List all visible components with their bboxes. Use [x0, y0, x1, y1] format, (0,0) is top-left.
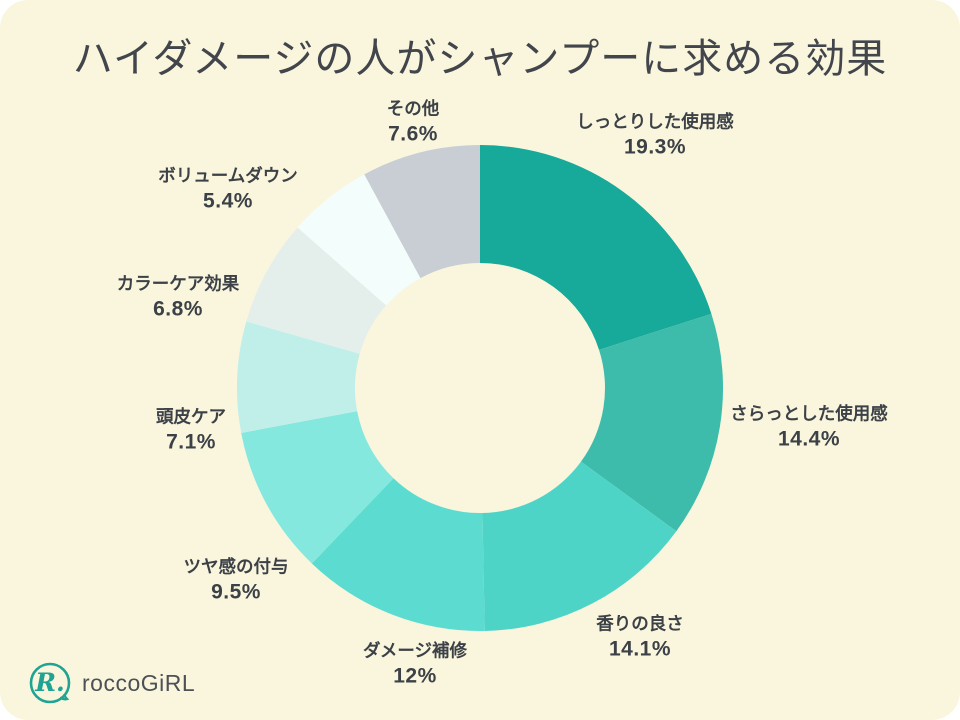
segment-label-value: 6.8% [153, 297, 203, 321]
segment-label-text: ツヤ感の付与 [183, 556, 289, 577]
brand-logo-text: roccoGiRL [82, 669, 196, 696]
pie-segment-6 [237, 321, 360, 433]
pie-segment-2 [580, 313, 723, 532]
segment-label-5: ツヤ感の付与 9.5% [184, 555, 289, 606]
pie-segment-8 [297, 174, 421, 306]
brand-logo: R. roccoGiRL [28, 661, 195, 705]
segment-label-text: その他 [386, 98, 440, 119]
pie-segment-5 [241, 411, 394, 564]
segment-label-value: 19.3% [623, 135, 687, 159]
segment-label-value: 5.4% [203, 189, 253, 213]
segment-label-text: ダメージ補修 [362, 640, 468, 661]
pie-segment-9 [364, 145, 480, 279]
segment-label-3: 香りの良さ 14.1% [596, 612, 684, 663]
segment-label-6: 頭皮ケア 7.1% [156, 405, 226, 456]
brand-logo-mark-text: R. [34, 668, 64, 697]
segment-label-8: ボリュームダウン 5.4% [158, 164, 297, 215]
segment-label-value: 7.6% [388, 122, 438, 146]
pie-segment-1 [480, 145, 712, 350]
segment-label-1: しっとりした使用感 19.3% [576, 110, 734, 161]
segment-label-value: 14.4% [777, 427, 841, 451]
segment-label-text: 頭皮ケア [156, 406, 226, 427]
segment-label-value: 14.1% [608, 637, 672, 661]
pie-segment-3 [482, 461, 677, 631]
pie-segment-7 [246, 227, 387, 354]
segment-label-4: ダメージ補修 12% [363, 639, 467, 690]
segment-label-value: 7.1% [166, 430, 216, 454]
pie-segment-4 [311, 478, 485, 631]
segment-label-9: その他 7.6% [387, 97, 440, 148]
segment-label-text: カラーケア効果 [116, 273, 240, 294]
segment-label-text: 香りの良さ [596, 613, 684, 634]
brand-logo-icon: R. [29, 662, 71, 704]
segment-label-text: ボリュームダウン [158, 165, 298, 186]
segment-label-value: 12% [393, 664, 437, 688]
segment-label-2: さらっとした使用感 14.4% [730, 402, 888, 453]
chart-title: ハイダメージの人がシャンプーに求める効果 [72, 37, 888, 81]
segment-label-text: しっとりした使用感 [576, 111, 734, 132]
segment-label-value: 9.5% [211, 580, 261, 604]
segment-label-7: カラーケア効果 6.8% [117, 272, 240, 323]
segment-label-text: さらっとした使用感 [730, 403, 888, 424]
